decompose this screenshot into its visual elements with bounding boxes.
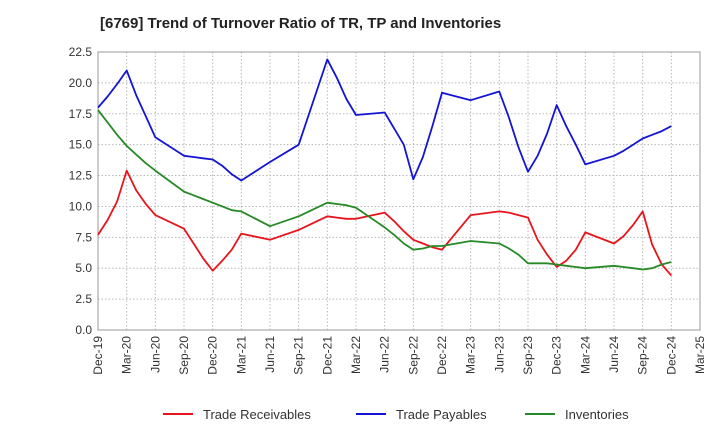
y-tick-label: 0.0 bbox=[75, 323, 92, 337]
x-tick-label: Sep-24 bbox=[636, 336, 650, 375]
x-tick-label: Mar-25 bbox=[693, 336, 707, 374]
axis-layer: Dec-19 Mar-20 Jun-20 Sep-20 Dec-20 Mar-21 Jun-… bbox=[69, 45, 707, 375]
x-tick-label: Dec-19 bbox=[91, 336, 105, 375]
y-tick-label: 22.5 bbox=[69, 45, 93, 59]
series-line-trade-receivables bbox=[97, 169, 672, 277]
y-tick-label: 2.5 bbox=[75, 292, 92, 306]
x-tick-label: Dec-22 bbox=[435, 336, 449, 375]
x-tick-label: Jun-23 bbox=[492, 336, 506, 373]
y-tick-label: 7.5 bbox=[75, 230, 92, 244]
chart-title: [6769] Trend of Turnover Ratio of TR, TP… bbox=[100, 15, 502, 32]
x-tick-label: Sep-22 bbox=[406, 336, 420, 375]
x-tick-label: Dec-21 bbox=[320, 336, 334, 375]
x-tick-label: Dec-23 bbox=[550, 336, 564, 375]
x-tick-label: Sep-20 bbox=[177, 336, 191, 375]
legend: Trade Receivables Trade Payables Inventori… bbox=[163, 407, 629, 422]
x-tick-label: Jun-21 bbox=[263, 336, 277, 373]
y-tick-label: 12.5 bbox=[69, 169, 93, 183]
x-tick-label: Mar-24 bbox=[578, 336, 592, 374]
y-tick-label: 10.0 bbox=[69, 199, 93, 213]
y-tick-label: 20.0 bbox=[69, 76, 93, 90]
y-tick-label: 17.5 bbox=[69, 107, 93, 121]
x-tick-label: Mar-21 bbox=[234, 336, 248, 374]
series-line-inventories bbox=[97, 109, 672, 271]
x-tick-label: Dec-24 bbox=[664, 336, 678, 375]
x-tick-label: Jun-24 bbox=[607, 336, 621, 373]
x-tick-label: Mar-22 bbox=[349, 336, 363, 374]
legend-label-trade-payables: Trade Payables bbox=[396, 407, 487, 422]
legend-label-trade-receivables: Trade Receivables bbox=[203, 407, 311, 422]
series-line-trade-payables bbox=[97, 58, 672, 182]
x-tick-label: Jun-20 bbox=[148, 336, 162, 373]
x-tick-label: Sep-21 bbox=[292, 336, 306, 375]
y-tick-label: 5.0 bbox=[75, 261, 92, 275]
plot-frame bbox=[97, 51, 701, 331]
x-tick-label: Jun-22 bbox=[378, 336, 392, 373]
x-tick-label: Mar-23 bbox=[464, 336, 478, 374]
grid-layer bbox=[97, 51, 701, 331]
x-tick-label: Dec-20 bbox=[206, 336, 220, 375]
x-tick-label: Sep-23 bbox=[521, 336, 535, 375]
y-tick-label: 15.0 bbox=[69, 138, 93, 152]
series-layer bbox=[97, 58, 672, 277]
legend-label-inventories: Inventories bbox=[565, 407, 629, 422]
x-tick-label: Mar-20 bbox=[120, 336, 134, 374]
